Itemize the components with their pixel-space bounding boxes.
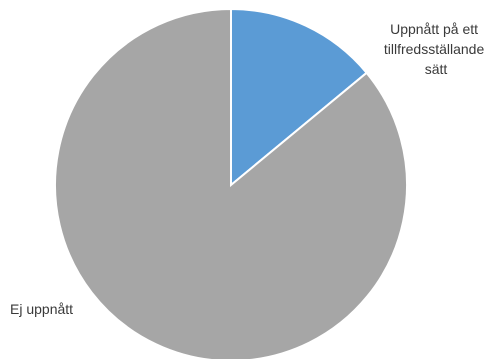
slice-label-not-achieved-line-1: Ej uppnått xyxy=(10,301,73,317)
pie-slices xyxy=(55,9,407,359)
slice-label-achieved: Uppnått på ett tillfredsställande sätt xyxy=(384,21,488,77)
slice-label-achieved-line-2: tillfredsställande xyxy=(384,41,485,57)
slice-label-achieved-line-3: sätt xyxy=(425,61,448,77)
slice-label-not-achieved: Ej uppnått xyxy=(10,301,73,317)
slice-label-achieved-line-1: Uppnått på ett xyxy=(390,21,478,37)
